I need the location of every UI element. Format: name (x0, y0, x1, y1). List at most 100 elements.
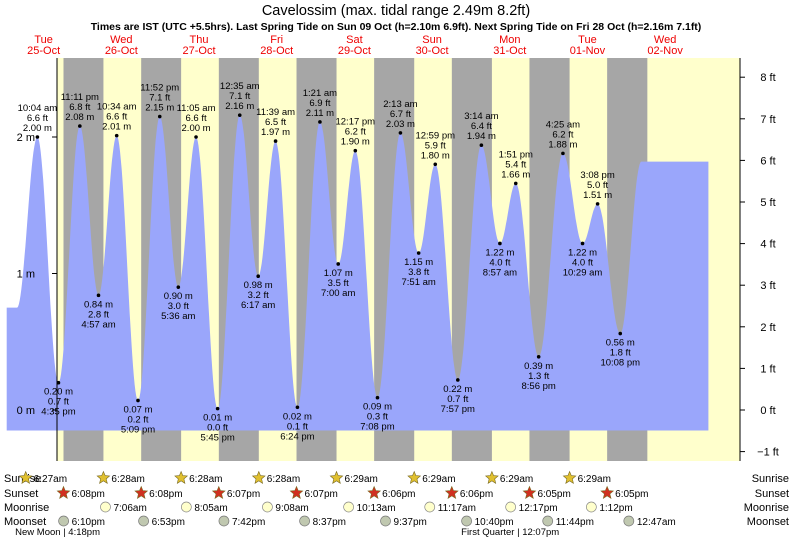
tide-ft-label: 3.5 ft (328, 278, 349, 289)
tide-point (433, 162, 438, 167)
sunset-icon (600, 485, 615, 499)
tide-ft-label: 5.4 ft (505, 159, 526, 170)
sunset-time: 6:06pm (460, 489, 493, 500)
sunrise-time: 6:28am (189, 474, 222, 485)
tide-point (318, 120, 322, 124)
tide-point (513, 181, 518, 186)
tide-height-label: 0.98 m (244, 280, 273, 291)
moonrise-icon (424, 501, 436, 513)
day-weekday: Fri (270, 34, 283, 46)
tide-height-label: 1.80 m (421, 150, 450, 161)
day-date: 28-Oct (260, 45, 293, 57)
moonrise-icon (505, 501, 517, 513)
right-tick-label: 5 ft (760, 197, 775, 209)
right-tick-label: 0 ft (760, 405, 775, 417)
tide-time-label: 4:25 am (546, 119, 580, 130)
tide-height-label: 1.51 m (583, 190, 612, 201)
tide-time-label: 5:36 am (161, 311, 195, 322)
sunrise-time: 6:29am (345, 474, 378, 485)
tide-point (295, 405, 300, 410)
sunrise-icon (407, 470, 422, 484)
tide-ft-label: 6.9 ft (309, 98, 330, 109)
tide-time-label: 12:59 pm (415, 130, 455, 141)
moonrise-time: 9:08am (275, 503, 308, 514)
tide-points: 10:04 am6.6 ft2.00 m0.20 m0.7 ft4:35 pm1… (18, 81, 641, 443)
chart-title: Cavelossim (max. tidal range 2.49m 8.2ft… (262, 3, 530, 19)
tide-ft-label: 3.0 ft (168, 301, 189, 312)
day-weekday: Sat (346, 34, 363, 46)
moonset-icon (58, 515, 69, 527)
tide-height-label: 2.01 m (102, 122, 131, 133)
tide-point (561, 151, 565, 156)
day-weekday: Mon (499, 34, 520, 46)
tide-curve (6, 115, 709, 431)
tide-ft-label: 4.0 ft (489, 257, 510, 268)
tide-ft-label: 1.8 ft (610, 348, 631, 359)
tide-time-label: 7:08 pm (360, 422, 394, 433)
row-label-right: Moonset (747, 516, 789, 528)
day-weekday: Thu (190, 34, 209, 46)
tide-height-label: 1.94 m (467, 131, 496, 142)
tide-ft-label: 7.1 ft (229, 91, 250, 102)
moonrise-icon (100, 501, 111, 513)
row-label-right: Sunset (755, 488, 789, 500)
moonset-icon (138, 515, 149, 527)
tide-ft-label: 6.4 ft (471, 121, 492, 132)
tide-point (498, 241, 502, 246)
sunset-icon (56, 485, 71, 499)
tide-ft-label: 6.6 ft (185, 113, 206, 124)
moonset-time: 6:10pm (72, 517, 105, 528)
tide-height-label: 1.97 m (261, 127, 290, 138)
moonrise-icon (180, 501, 192, 513)
right-tick-label: 3 ft (760, 280, 775, 292)
tide-point (35, 135, 40, 139)
day-weekday: Tue (578, 34, 597, 46)
day-date: 27-Oct (183, 45, 216, 57)
day-date: 31-Oct (493, 45, 526, 57)
tide-ft-label: 2.8 ft (88, 309, 109, 320)
day-date: 02-Nov (647, 45, 683, 57)
tide-height-label: 2.08 m (65, 112, 94, 123)
sunset-time: 6:07pm (227, 489, 260, 500)
sunset-icon (134, 485, 149, 499)
tide-height-label: 0.56 m (606, 338, 635, 349)
tide-height-label: 1.22 m (485, 247, 514, 258)
tide-time-label: 12:35 am (220, 81, 260, 92)
sunset-time: 6:05pm (615, 489, 648, 500)
sunrise-icon (562, 470, 577, 484)
day-date: 29-Oct (338, 45, 371, 57)
moonrise-time: 10:13am (357, 503, 396, 514)
moonset-time: 9:37pm (394, 517, 427, 528)
tide-point (114, 133, 119, 138)
moonrise-time: 11:17am (438, 503, 476, 514)
sunrise-icon (18, 470, 33, 484)
tide-time-label: 2:13 am (383, 99, 417, 110)
tide-height-label: 0.39 m (524, 361, 553, 372)
sun-moon-table: SunriseSunriseSunsetSunsetMoonriseMoonri… (4, 470, 789, 538)
tide-ft-label: 0.7 ft (48, 397, 69, 408)
tide-ft-label: 0.0 ft (207, 423, 228, 434)
tide-height-label: 0.07 m (123, 404, 152, 415)
tide-time-label: 11:39 am (256, 107, 295, 118)
right-tick-label: 1 ft (760, 363, 775, 375)
row-label-left: Sunset (4, 488, 38, 500)
sunrise-icon (329, 470, 344, 484)
day-weekday: Wed (110, 34, 132, 46)
tide-time-label: 10:29 am (563, 267, 603, 278)
tide-time-label: 1:51 pm (499, 149, 533, 160)
tide-time-label: 4:35 pm (41, 407, 75, 418)
day-date: 01-Nov (570, 45, 606, 57)
right-tick-label: 7 ft (760, 114, 775, 126)
tide-height-label: 0.20 m (44, 387, 73, 398)
moonrise-time: 12:17pm (519, 503, 558, 514)
tide-time-label: 8:56 pm (522, 381, 556, 392)
row-label-right: Sunrise (752, 473, 789, 485)
tide-height-label: 0.22 m (443, 384, 472, 395)
tide-height-label: 0.09 m (363, 402, 392, 413)
tide-ft-label: 0.2 ft (127, 414, 148, 425)
tide-point (78, 124, 82, 128)
day-weekday: Sun (422, 34, 442, 46)
tide-time-label: 1:21 am (303, 88, 337, 99)
tide-point (618, 331, 623, 336)
tide-ft-label: 7.1 ft (149, 93, 170, 104)
